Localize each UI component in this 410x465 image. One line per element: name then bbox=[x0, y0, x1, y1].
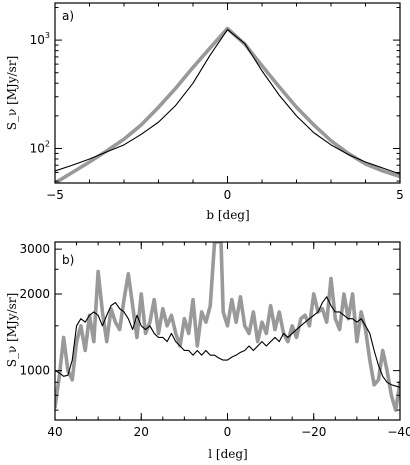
y-tick-label: 1000 bbox=[19, 364, 50, 378]
panel-a-frame bbox=[54, 2, 401, 184]
panel-a-series-black-line bbox=[55, 29, 400, 175]
x-tick-label: 0 bbox=[224, 425, 232, 439]
x-tick-label: 0 bbox=[224, 188, 232, 202]
x-tick-label: 5 bbox=[396, 188, 404, 202]
panel-b-series-gray-line bbox=[55, 242, 400, 412]
panel-a-label: a) bbox=[62, 9, 74, 23]
panel-b-series-black-line bbox=[55, 296, 400, 388]
y-tick-label: 103 bbox=[30, 31, 50, 47]
x-tick-label: −5 bbox=[46, 188, 64, 202]
panel-b-frame bbox=[54, 241, 401, 421]
x-tick-label: −40 bbox=[387, 425, 410, 439]
panel-a-series-gray-line bbox=[55, 26, 400, 183]
panel-a-ylabel: S_ν [MJy/sr] bbox=[5, 56, 19, 131]
y-tick-label: 2000 bbox=[19, 287, 50, 301]
panel-b-xlabel: l [deg] bbox=[208, 447, 247, 461]
y-tick-label: 3000 bbox=[19, 242, 50, 256]
panel-b: 40 20 0 −20 −40 1000 2000 3000 b) l [deg] S_ν [MJy… bbox=[5, 241, 410, 461]
panel-a: −5 0 5 102 103 a) b [deg] S_ν [MJy/sr] bbox=[5, 2, 404, 222]
y-tick-label: 102 bbox=[30, 139, 50, 155]
x-tick-label: 20 bbox=[134, 425, 149, 439]
panel-b-ylabel: S_ν [MJy/sr] bbox=[5, 293, 19, 368]
panel-a-xlabel: b [deg] bbox=[206, 208, 249, 222]
x-tick-label: 40 bbox=[47, 425, 62, 439]
x-tick-label: −20 bbox=[301, 425, 326, 439]
panel-b-label: b) bbox=[62, 253, 74, 267]
